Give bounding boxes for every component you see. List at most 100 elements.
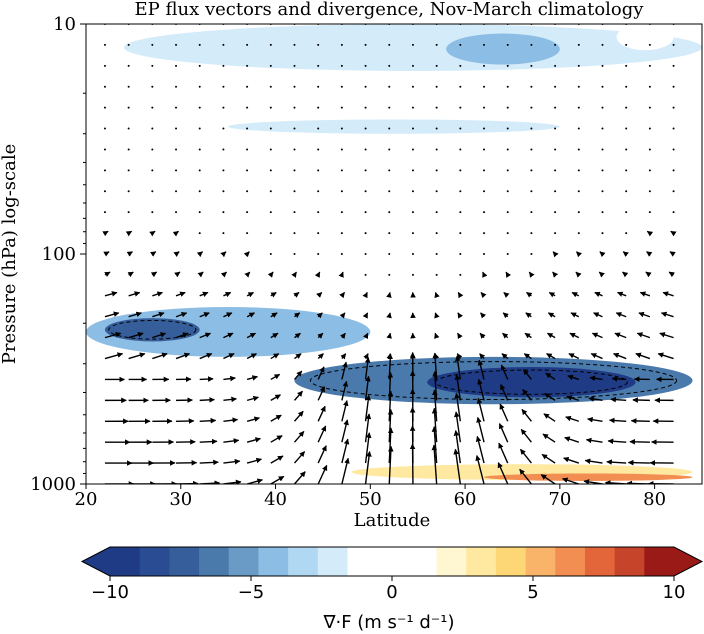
colorbar-tick-label: 5	[527, 582, 538, 603]
flux-vector	[317, 169, 320, 172]
flux-vector	[483, 127, 486, 130]
flux-vector	[269, 85, 272, 88]
flux-vector	[657, 352, 674, 360]
flux-vector	[270, 394, 281, 401]
flux-vector	[104, 352, 124, 360]
flux-vector	[617, 291, 627, 297]
flux-vector	[317, 127, 320, 130]
flux-vector	[196, 251, 203, 258]
x-tick-label: 60	[454, 489, 477, 510]
flux-vector	[577, 127, 580, 130]
flux-vector	[544, 392, 556, 401]
flux-vector	[500, 364, 509, 380]
flux-vector	[223, 353, 235, 360]
flux-vector	[269, 253, 272, 255]
flux-vector	[459, 232, 462, 235]
divergence-fills	[86, 24, 702, 481]
flux-vector	[554, 148, 557, 151]
flux-vector	[362, 312, 369, 319]
flux-vector	[246, 312, 255, 318]
flux-vector	[104, 291, 118, 297]
flux-vector	[672, 64, 675, 67]
flux-vector	[220, 271, 227, 278]
flux-vector	[223, 438, 240, 444]
flux-vector	[599, 251, 606, 258]
flux-vector	[175, 190, 178, 193]
flux-vector	[434, 291, 440, 299]
flux-vector	[554, 43, 557, 46]
colorbar-segment	[258, 547, 289, 576]
flux-vector	[506, 85, 509, 88]
flux-vector	[459, 190, 462, 193]
flux-vector	[411, 253, 414, 255]
flux-vector	[340, 169, 343, 172]
flux-vector	[293, 471, 306, 484]
flux-vector	[639, 291, 651, 297]
colorbar-segment	[169, 547, 200, 576]
y-tick-label: 100	[42, 244, 76, 265]
flux-vector	[174, 271, 181, 278]
flux-vector	[530, 211, 533, 214]
flux-vector	[577, 85, 580, 88]
flux-vector	[459, 85, 462, 88]
flux-vector	[173, 251, 180, 257]
flux-vector	[246, 478, 263, 484]
flux-vector	[223, 396, 237, 403]
flux-vector	[267, 271, 274, 278]
flux-vector	[475, 454, 485, 484]
flux-vector	[128, 332, 144, 339]
flux-vector	[246, 85, 249, 88]
flux-vector	[482, 271, 488, 278]
ep-flux-vectors	[102, 24, 677, 484]
flux-vector	[222, 127, 225, 130]
flux-vector	[198, 43, 201, 46]
flux-vector	[103, 148, 106, 151]
flux-vector	[198, 211, 201, 214]
divergence-region	[484, 473, 693, 481]
flux-vector	[269, 106, 272, 109]
flux-vector	[199, 291, 209, 297]
flux-vector	[270, 353, 280, 360]
flux-vector	[127, 148, 130, 151]
flux-vector	[567, 374, 580, 381]
flux-vector	[199, 459, 219, 466]
flux-vector	[411, 211, 414, 214]
flux-vector	[198, 127, 201, 130]
flux-vector	[431, 407, 438, 443]
flux-vector	[222, 211, 225, 214]
flux-vector	[668, 271, 675, 278]
flux-vector	[388, 127, 391, 130]
flux-vector	[246, 148, 249, 151]
flux-vector	[128, 291, 141, 297]
flux-vector	[269, 232, 272, 235]
divergence-region	[370, 70, 617, 112]
flux-vector	[530, 190, 533, 193]
flux-vector	[127, 190, 130, 193]
flux-vector	[519, 448, 532, 464]
flux-vector	[293, 370, 303, 380]
flux-vector	[270, 435, 283, 443]
flux-vector	[198, 232, 201, 235]
flux-vector	[246, 169, 249, 172]
flux-vector	[530, 127, 533, 130]
flux-vector	[432, 389, 438, 422]
flux-vector	[477, 378, 485, 401]
flux-vector	[293, 232, 296, 235]
flux-vector	[672, 148, 675, 151]
flux-vector	[291, 271, 297, 278]
flux-vector	[246, 291, 254, 298]
flux-vector	[435, 169, 438, 172]
divergence-region	[228, 119, 560, 134]
flux-vector	[577, 106, 580, 109]
flux-vector	[519, 468, 532, 484]
flux-vector	[175, 148, 178, 151]
flux-vector	[223, 458, 241, 465]
divergence-region	[104, 318, 200, 342]
flux-vector	[598, 271, 605, 278]
colorbar-tick-label: 0	[386, 582, 397, 603]
flux-vector	[552, 271, 559, 278]
flux-vector	[568, 353, 580, 360]
flux-vector	[625, 211, 628, 214]
flux-vector	[506, 106, 509, 109]
flux-vector	[103, 211, 106, 214]
